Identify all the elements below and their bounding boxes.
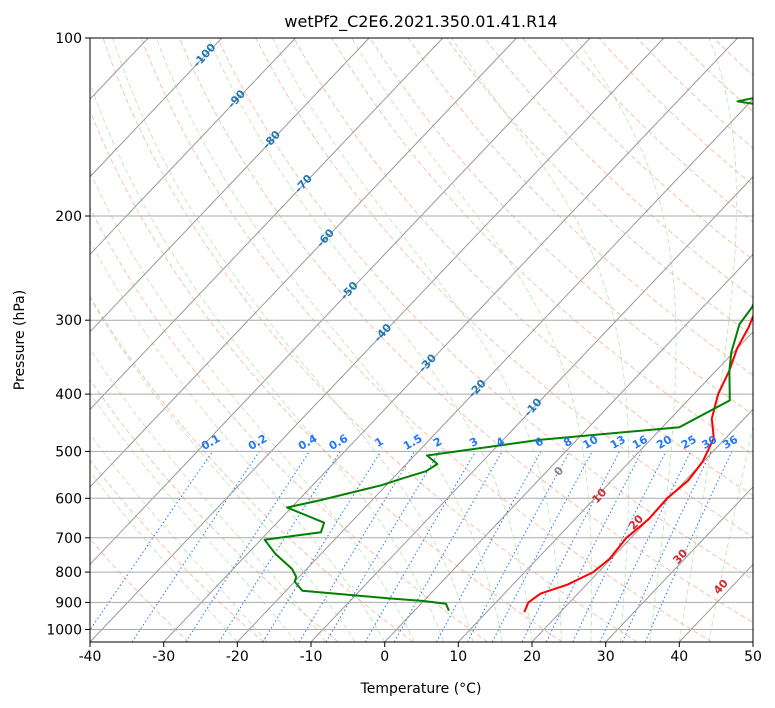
isotherm-line	[90, 38, 296, 256]
y-tick-label: 300	[55, 313, 82, 329]
mixing-ratio-line	[262, 451, 382, 642]
isotherm-line	[531, 408, 753, 642]
x-tick-label: 10	[449, 649, 467, 665]
isotherm-line	[384, 253, 753, 642]
x-axis-ticks: -40 -30 -20 -10 0 10 20 30 40 50	[79, 642, 762, 665]
x-tick-label: -20	[226, 649, 249, 665]
isotherm-line	[90, 38, 517, 488]
x-tick-label: 40	[670, 649, 688, 665]
x-tick-label: 20	[523, 649, 541, 665]
y-tick-label: 700	[55, 531, 82, 547]
dry-adiabat-line	[217, 38, 753, 580]
y-tick-label: 1000	[46, 623, 82, 639]
dry-adiabat-line	[90, 538, 190, 642]
plot-frame	[89, 37, 754, 643]
sounding-series	[263, 97, 753, 613]
moist-adiabat-line	[208, 38, 533, 642]
mixing-ratio-line	[393, 451, 503, 642]
dry-adiabat-line	[102, 38, 638, 642]
dry-adiabat-line	[90, 109, 563, 642]
isotherm-line	[90, 38, 591, 566]
x-tick-label: 50	[744, 649, 762, 665]
mixing-ratio-line	[185, 451, 310, 642]
mixing-ratio-line	[545, 451, 643, 642]
dry-adiabat-line	[407, 38, 753, 376]
moist-adiabat-line	[90, 81, 445, 642]
isotherm-line	[90, 38, 370, 333]
y-tick-label: 200	[55, 209, 82, 225]
isotherm-line	[457, 331, 753, 642]
isotherm-line	[90, 38, 223, 178]
moist-adiabats	[90, 38, 753, 642]
moist-adiabat-line	[112, 38, 474, 642]
moist-adiabat-line	[351, 38, 593, 642]
dry-adiabats	[90, 38, 753, 642]
isotherm-line	[310, 176, 753, 642]
moist-adiabat-line	[708, 423, 753, 642]
x-tick-label: -40	[79, 649, 102, 665]
dry-adiabat-line	[484, 38, 753, 299]
y-tick-label: 800	[55, 565, 82, 581]
moist-adiabat-line	[90, 392, 297, 642]
y-tick-label: 600	[55, 491, 82, 507]
y-tick-label: 400	[55, 387, 82, 403]
mixing-ratio-line	[467, 451, 571, 642]
y-tick-label: 500	[55, 444, 82, 460]
moist-adiabat-line	[155, 38, 503, 642]
y-tick-label: 900	[55, 595, 82, 611]
moist-adiabat-line	[272, 38, 562, 642]
isotherm-line	[163, 38, 738, 642]
isotherm-line	[236, 98, 753, 642]
moist-adiabat-line	[90, 239, 386, 642]
chart-title: wetPf2_C2E6.2021.350.01.41.R14	[284, 12, 557, 32]
mixing-ratio-line	[521, 451, 621, 642]
dewpoint-line	[263, 97, 753, 612]
x-tick-label: 30	[597, 649, 615, 665]
moist-adiabat-line	[90, 347, 327, 642]
moist-adiabat-line	[90, 471, 238, 642]
dry-adiabat-line	[293, 38, 753, 497]
isobars	[90, 38, 753, 630]
mixing-ratio-line	[90, 451, 214, 631]
x-axis-label: Temperature (°C)	[360, 681, 482, 697]
moist-adiabat-line	[451, 38, 630, 642]
dry-adiabat-line	[90, 206, 488, 642]
x-tick-label: -30	[152, 649, 175, 665]
mixing-ratio-line	[218, 451, 341, 642]
isotherm-line	[605, 486, 753, 642]
dry-adiabat-line	[178, 38, 753, 623]
mixing-ratio-line	[298, 451, 416, 642]
y-axis-ticks: 100 200 300 400 500 600 700 800 900 1000	[46, 31, 90, 639]
dry-adiabat-line	[140, 38, 712, 642]
dry-adiabat-line	[369, 38, 753, 416]
y-axis-label: Pressure (hPa)	[12, 290, 28, 390]
x-tick-label: 0	[380, 649, 389, 665]
moist-adiabat-line	[678, 38, 737, 642]
isotherm-line	[90, 38, 444, 411]
isotherms	[90, 38, 753, 642]
y-tick-label: 100	[55, 31, 82, 47]
isotherm-line	[90, 38, 665, 642]
x-tick-label: -10	[300, 649, 323, 665]
moist-adiabat-line	[90, 297, 356, 642]
moist-adiabat-line	[575, 38, 677, 642]
dry-adiabat-line	[90, 459, 264, 642]
mixing-ratio-line	[435, 451, 542, 642]
